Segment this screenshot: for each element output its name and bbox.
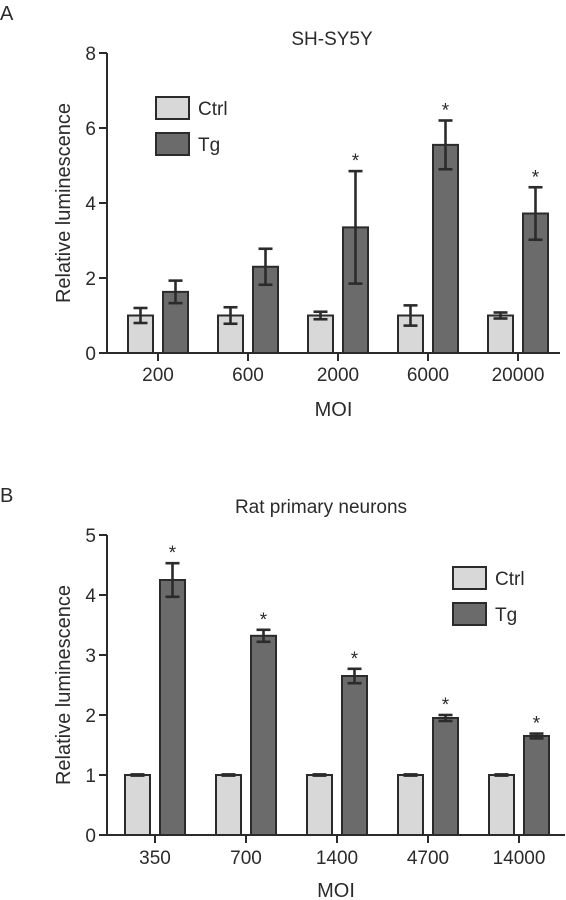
panel-b-significance-350: *: [169, 543, 177, 564]
panel-a-legend-swatch-ctrl: [155, 96, 190, 120]
panel-b-legend-label-tg: Tg: [495, 605, 517, 626]
panel-a-ytick-label-0: 0: [85, 344, 96, 365]
panel-b-errorbar-ctrl-350: [130, 773, 145, 777]
panel-b-errorbar-ctrl-4700: [403, 773, 418, 777]
panel-a-bar-ctrl-2000: [307, 314, 334, 354]
panel-b-ytick-label-3: 3: [85, 646, 96, 667]
panel-b-errorbar-ctrl-1400: [312, 773, 327, 777]
panel-b-bar-ctrl-700: [215, 774, 242, 836]
panel-b-bar-tg-350: [159, 579, 186, 836]
panel-b-bar-tg-4700: [432, 717, 459, 836]
panel-a-legend: Ctrl Tg: [155, 96, 228, 156]
panel-b-errorbar-tg-700: [256, 628, 271, 644]
panel-a: A SH-SY5Y * * * 0 2 4 6 8 200 600 2000 6000 20000 MOI Re…: [0, 3, 560, 421]
panel-b-legend: Ctrl Tg: [452, 566, 525, 626]
panel-b-errorbar-tg-14000: [529, 732, 544, 740]
panel-a-ytick-label-4: 4: [85, 194, 96, 215]
panel-a-errorbar-tg-200: [168, 279, 183, 305]
panel-a-ytick-label-6: 6: [85, 119, 96, 140]
panel-a-significance-6000: *: [442, 101, 450, 122]
panel-a-title: SH-SY5Y: [291, 29, 373, 50]
panel-b: B Rat primary neurons * * * * * 0 1 2 3 4 5 350 700 140…: [0, 485, 565, 900]
panel-a-y-axis-title: Relative luminescence: [53, 103, 75, 303]
panel-a-errorbar-ctrl-600: [223, 305, 238, 326]
panel-b-errorbar-ctrl-14000: [494, 773, 509, 777]
panel-b-bar-tg-700: [250, 634, 277, 836]
panel-a-significance-2000: *: [352, 151, 360, 172]
panel-a-letter: A: [0, 3, 14, 25]
panel-b-legend-swatch-ctrl: [452, 566, 487, 590]
panel-b-bar-ctrl-14000: [488, 774, 515, 836]
panel-a-xtick-label-600: 600: [232, 365, 264, 386]
panel-b-significance-1400: *: [351, 649, 359, 670]
panel-a-ytick-label-8: 8: [85, 44, 96, 65]
panel-b-significance-700: *: [260, 610, 268, 631]
panel-a-bar-tg-6000: [432, 143, 459, 354]
panel-b-xtick-label-14000: 14000: [493, 848, 546, 869]
panel-a-errorbar-tg-20000: [528, 185, 543, 242]
panel-b-xtick-label-700: 700: [230, 848, 262, 869]
panel-b-title: Rat primary neurons: [235, 497, 407, 518]
panel-a-errorbar-ctrl-200: [133, 306, 148, 325]
panel-b-xtick-label-350: 350: [139, 848, 171, 869]
panel-a-xtick-label-6000: 6000: [407, 365, 449, 386]
panel-b-legend-swatch-tg: [452, 602, 487, 626]
panel-b-ytick-label-5: 5: [85, 526, 96, 547]
panel-b-ytick-label-2: 2: [85, 706, 96, 727]
panel-a-x-axis-title: MOI: [315, 399, 353, 421]
panel-a-xtick-label-2000: 2000: [317, 365, 359, 386]
panel-b-ytick-label-1: 1: [85, 766, 96, 787]
panel-a-legend-swatch-tg: [155, 132, 190, 156]
panel-a-significance-20000: *: [532, 167, 540, 188]
panel-b-ytick-label-0: 0: [85, 826, 96, 847]
panel-b-bar-tg-1400: [341, 675, 368, 836]
panel-a-bar-ctrl-20000: [487, 314, 514, 354]
panel-b-bar-ctrl-4700: [397, 774, 424, 836]
panel-a-errorbar-ctrl-20000: [493, 311, 508, 320]
panel-a-errorbar-tg-2000: [348, 169, 363, 285]
panel-a-errorbar-ctrl-2000: [313, 310, 328, 321]
panel-a-errorbar-tg-6000: [438, 119, 453, 171]
panel-b-y-axis-title: Relative luminescence: [53, 585, 75, 785]
panel-b-bar-ctrl-1400: [306, 774, 333, 836]
panel-a-errorbar-tg-600: [258, 247, 273, 287]
panel-b-significance-4700: *: [442, 695, 450, 716]
panel-b-x-axis-title: MOI: [317, 880, 355, 900]
panel-b-errorbar-tg-350: [165, 561, 180, 599]
panel-a-ytick-label-2: 2: [85, 269, 96, 290]
panel-b-xtick-label-1400: 1400: [316, 848, 358, 869]
panel-b-significance-14000: *: [533, 714, 541, 735]
panel-b-xtick-label-4700: 4700: [407, 848, 449, 869]
panel-a-xtick-label-200: 200: [142, 365, 174, 386]
panel-b-ytick-label-4: 4: [85, 586, 96, 607]
panel-b-errorbar-tg-4700: [438, 713, 453, 723]
panel-a-errorbar-ctrl-6000: [403, 304, 418, 327]
panel-b-legend-label-ctrl: Ctrl: [495, 569, 525, 590]
panel-b-errorbar-ctrl-700: [221, 773, 236, 777]
panel-b-bar-ctrl-350: [124, 774, 151, 836]
panel-b-bar-tg-14000: [523, 735, 550, 836]
panel-b-letter: B: [0, 485, 13, 507]
panel-a-legend-label-tg: Tg: [198, 135, 220, 156]
panel-b-errorbar-tg-1400: [347, 667, 362, 685]
panel-a-xtick-label-20000: 20000: [492, 365, 545, 386]
panel-a-legend-label-ctrl: Ctrl: [198, 99, 228, 120]
